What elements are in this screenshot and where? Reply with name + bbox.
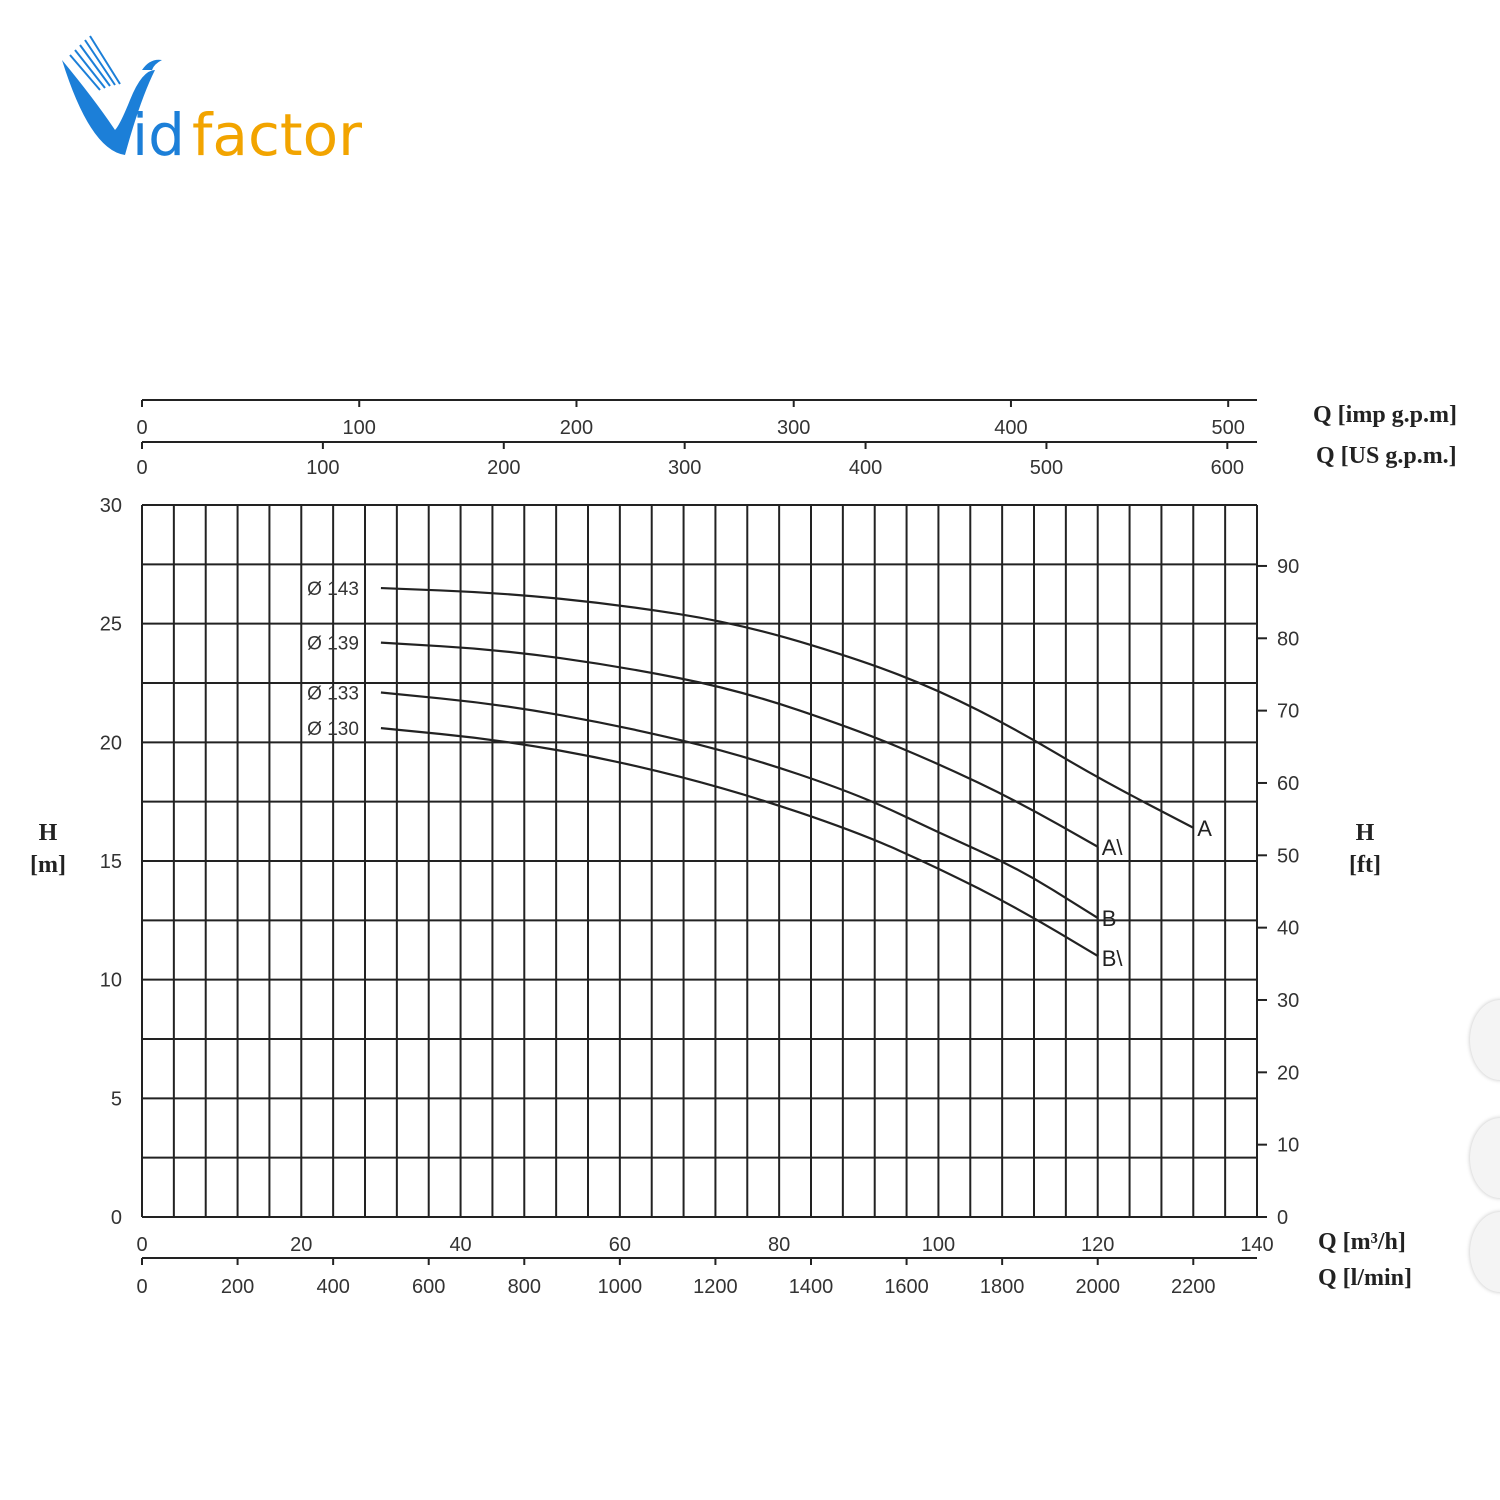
y-right-tick-label: 0 [1277,1207,1288,1229]
y-right-tick-label: 40 [1277,918,1299,940]
y-left-label-unit: [m] [30,852,66,878]
y-right-tick-label: 80 [1277,628,1299,650]
series-end-label: A\ [1102,835,1124,860]
logo-text-factor: factor [192,101,362,169]
y-left-tick-label: 0 [111,1207,122,1229]
series-end-label: B\ [1102,946,1124,971]
series-name-label: Ø 133 [307,683,359,704]
y-right-tick-label: 50 [1277,845,1299,867]
y-right-tick-label: 10 [1277,1135,1299,1157]
x-m3h-tick-label: 80 [768,1234,790,1256]
y-right-tick-label: 20 [1277,1062,1299,1084]
x-lmin-tick-label: 200 [221,1276,254,1298]
x-lmin-tick-label: 400 [316,1276,349,1298]
x-lmin-tick-label: 2200 [1171,1276,1216,1298]
x-us-gpm-tick-label: 300 [668,457,701,479]
y-left-tick-label: 5 [111,1088,122,1110]
series-name-label: Ø 130 [307,719,359,740]
series-name-label: Ø 139 [307,634,359,655]
y-right-tick-label: 70 [1277,701,1299,723]
y-right-tick-label: 90 [1277,556,1299,578]
x-lmin-label: Q [l/min] [1318,1265,1412,1291]
y-right-tick-label: 30 [1277,990,1299,1012]
series-end-label: A [1197,816,1212,841]
x-lmin-tick-label: 800 [508,1276,541,1298]
series-name-label: Ø 143 [307,579,359,600]
y-left-tick-label: 20 [100,732,122,754]
x-lmin-tick-label: 600 [412,1276,445,1298]
x-m3h-tick-label: 100 [922,1234,955,1256]
x-us-gpm-tick-label: 500 [1030,457,1063,479]
x-us-gpm-tick-label: 0 [136,457,147,479]
x-imp-gpm-tick-label: 400 [994,417,1027,439]
x-m3h-tick-label: 60 [609,1234,631,1256]
x-m3h-tick-label: 120 [1081,1234,1114,1256]
x-m3h-label: Q [m³/h] [1318,1229,1406,1255]
series-line-2 [380,691,1099,919]
chart-curves: Ø 143 A Ø 139 A\ Ø 133 B Ø 130 B\ [307,579,1212,971]
y-left-tick-label: 30 [100,495,122,517]
x-lmin-tick-label: 1000 [598,1276,643,1298]
x-imp-gpm-tick-label: 500 [1212,417,1245,439]
logo-text-id: id [132,101,185,169]
x-lmin-tick-label: 1200 [693,1276,738,1298]
series-line-3 [380,726,1099,957]
series-end-label: B [1102,906,1117,931]
series-line-0 [380,586,1194,829]
y-left-tick-label: 25 [100,614,122,636]
x-m3h-tick-label: 0 [136,1234,147,1256]
x-us-gpm-label: Q [US g.p.m.] [1316,443,1457,469]
y-right-label-h: H [1356,820,1375,846]
x-imp-gpm-tick-label: 300 [777,417,810,439]
y-left-tick-label: 15 [100,851,122,873]
y-left-tick-label: 10 [100,970,122,992]
x-us-gpm-tick-label: 100 [306,457,339,479]
chart-grid [141,504,1258,1218]
x-us-gpm-tick-label: 200 [487,457,520,479]
series-line-1 [380,641,1099,848]
feather-icon [62,35,162,155]
y-left-label-h: H [39,820,58,846]
x-lmin-tick-label: 0 [136,1276,147,1298]
x-m3h-tick-label: 40 [449,1234,471,1256]
x-m3h-tick-label: 20 [290,1234,312,1256]
x-lmin-tick-label: 1400 [789,1276,834,1298]
x-us-gpm-tick-label: 400 [849,457,882,479]
x-imp-gpm-label: Q [imp g.p.m] [1313,402,1457,428]
x-lmin-tick-label: 2000 [1075,1276,1120,1298]
x-imp-gpm-tick-label: 200 [560,417,593,439]
y-right-tick-label: 60 [1277,773,1299,795]
x-lmin-tick-label: 1800 [980,1276,1025,1298]
x-m3h-tick-label: 140 [1240,1234,1273,1256]
vidfactor-logo: id factor [62,35,362,169]
x-us-gpm-tick-label: 600 [1211,457,1244,479]
x-imp-gpm-tick-label: 0 [136,417,147,439]
x-imp-gpm-tick-label: 100 [343,417,376,439]
y-right-label-unit: [ft] [1349,852,1381,878]
x-lmin-tick-label: 1600 [884,1276,929,1298]
